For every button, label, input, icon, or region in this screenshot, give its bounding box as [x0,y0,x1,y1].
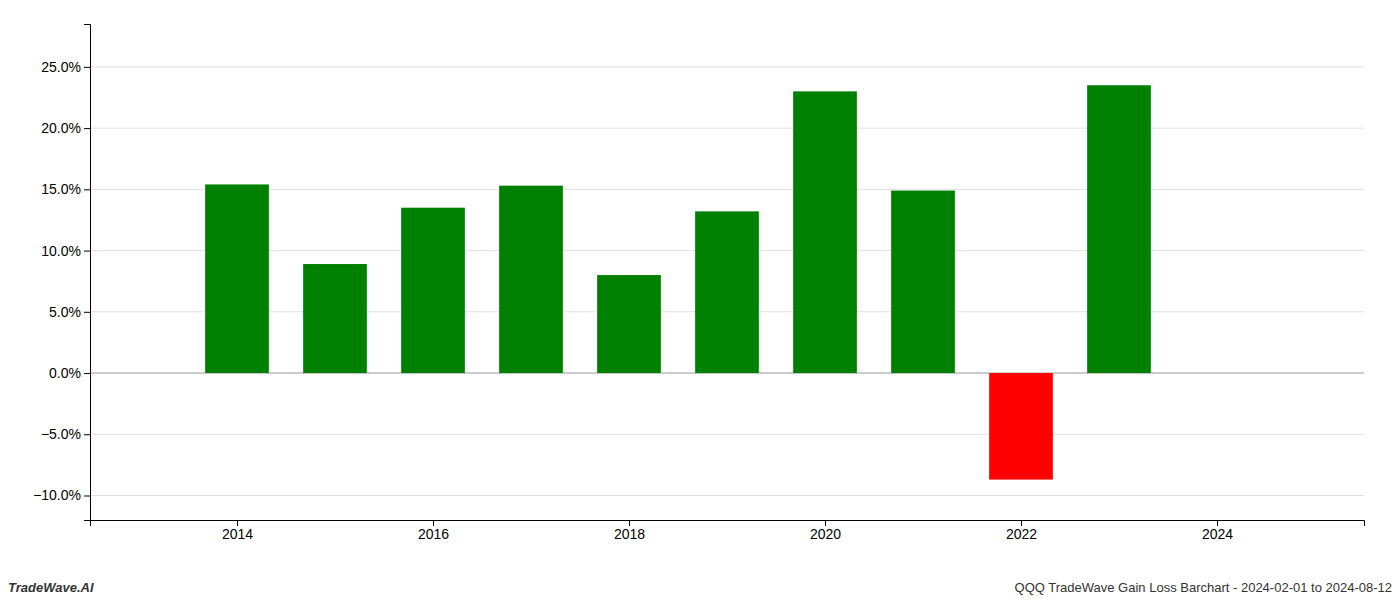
plot: 2014 2016 2018 2020 2022 2024 −10.0% −5.0% 0.0% 5… [33,25,1364,542]
y-tick-mark [84,312,90,313]
x-tick: 2024 [1202,520,1233,542]
grid-line [90,128,1364,129]
y-tick: 10.0% [41,243,90,259]
y-tick: 5.0% [49,304,90,320]
y-tick-label: 20.0% [41,120,81,136]
y-tick: 15.0% [41,181,90,197]
y-axis: −10.0% −5.0% 0.0% 5.0% 10.0% 15.0% 20.0% 25.0% [33,25,90,521]
x-tick-label: 2022 [1006,526,1037,542]
x-tick: 2022 [1006,520,1037,542]
y-tick: 20.0% [41,120,90,136]
y-tick-mark [84,434,90,435]
bar [401,208,465,373]
bar [1087,85,1151,373]
y-tick: −5.0% [41,426,90,442]
x-axis: 2014 2016 2018 2020 2022 2024 [91,520,1365,542]
chart: 2014 2016 2018 2020 2022 2024 −10.0% −5.0% 0.0% 5… [0,0,1400,600]
y-tick-label: 10.0% [41,243,81,259]
y-tick: 25.0% [41,59,90,75]
footer-left: TradeWave.AI [8,580,94,595]
y-tick-mark [84,373,90,374]
grid-line [90,189,1364,190]
grid-line [90,434,1364,435]
grid-line [90,495,1364,496]
y-tick-mark [84,251,90,252]
bar [695,211,759,373]
bar [303,264,367,373]
bar [205,184,269,373]
x-tick: 2014 [222,520,253,542]
y-tick-label: 0.0% [49,365,81,381]
bar [793,91,857,373]
y-axis-line [84,25,91,521]
y-tick-mark [84,189,90,190]
y-tick: −10.0% [33,487,90,503]
x-tick: 2018 [614,520,645,542]
x-tick-label: 2014 [222,526,253,542]
y-tick-label: −5.0% [41,426,81,442]
grid-line [90,66,1364,67]
x-tick: 2020 [810,520,841,542]
bar [499,186,563,373]
y-tick-mark [84,67,90,68]
y-tick-label: −10.0% [33,487,81,503]
bar [597,275,661,373]
y-tick-mark [84,496,90,497]
bar [989,373,1053,480]
grid [90,67,1364,496]
x-tick-label: 2018 [614,526,645,542]
x-tick-label: 2020 [810,526,841,542]
y-tick-label: 5.0% [49,304,81,320]
x-tick-label: 2024 [1202,526,1233,542]
bar [891,191,955,373]
y-tick-label: 25.0% [41,59,81,75]
x-tick-label: 2016 [418,526,449,542]
x-tick: 2016 [418,520,449,542]
footer-right: QQQ TradeWave Gain Loss Barchart - 2024-… [1015,580,1392,595]
y-tick: 0.0% [49,365,90,381]
y-tick-mark [84,128,90,129]
y-tick-label: 15.0% [41,181,81,197]
x-axis-line [91,521,1365,527]
bars [205,85,1151,479]
